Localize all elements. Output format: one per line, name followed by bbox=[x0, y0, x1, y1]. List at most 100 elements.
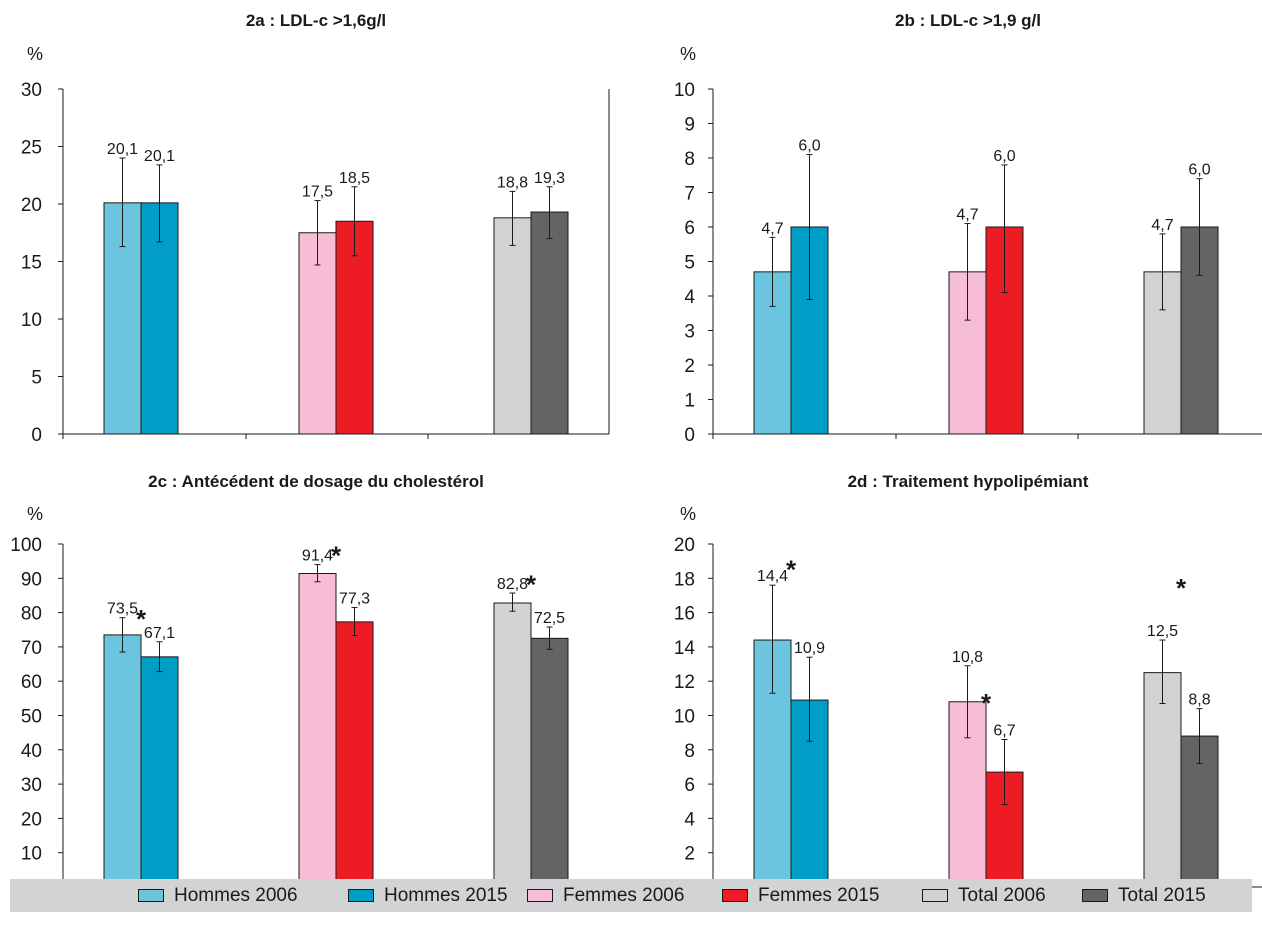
y-tick-label: 5 bbox=[684, 253, 695, 274]
bar bbox=[530, 211, 569, 435]
y-axis-label: % bbox=[680, 44, 696, 64]
y-tick-label: 10 bbox=[674, 80, 695, 101]
bar bbox=[140, 656, 179, 888]
y-tick-label: 4 bbox=[684, 809, 695, 830]
y-tick-label: 80 bbox=[21, 604, 42, 625]
chart-title: 2d : Traitement hypolipémiant bbox=[848, 472, 1089, 491]
data-label: 6,7 bbox=[993, 723, 1015, 740]
data-label: 82,8 bbox=[497, 576, 528, 593]
legend-label: Total 2015 bbox=[1118, 884, 1206, 906]
y-tick-label: 20 bbox=[21, 809, 42, 830]
chart-title: 2c : Antécédent de dosage du cholestérol bbox=[148, 472, 484, 491]
y-tick-label: 18 bbox=[674, 569, 695, 590]
y-tick-label: 7 bbox=[684, 184, 695, 205]
data-label: 4,7 bbox=[956, 207, 978, 224]
bar bbox=[335, 621, 374, 888]
data-label: 10,9 bbox=[794, 640, 825, 657]
data-label: 8,8 bbox=[1188, 692, 1210, 709]
chart-panel-2: 2b : LDL-c >1,9 g/l% 0 1 2 3 4 5 6 7 8 9 10 4,7 6,0 4,… bbox=[674, 11, 1262, 446]
y-tick-label: 3 bbox=[684, 322, 695, 343]
y-tick-label: 10 bbox=[21, 844, 42, 865]
y-axis-label: % bbox=[27, 504, 43, 524]
data-label: 10,8 bbox=[952, 649, 983, 666]
y-tick-label: 90 bbox=[21, 569, 42, 590]
y-tick-label: 30 bbox=[21, 775, 42, 796]
data-label: 4,7 bbox=[761, 220, 783, 237]
legend-swatch bbox=[138, 889, 164, 902]
y-tick-label: 14 bbox=[674, 638, 696, 659]
y-tick-label: 60 bbox=[21, 672, 42, 693]
data-label: 18,8 bbox=[497, 174, 528, 191]
legend-item-total-2006: Total 2006 bbox=[922, 885, 1046, 907]
legend-label: Femmes 2015 bbox=[758, 884, 880, 906]
data-label: 17,5 bbox=[302, 184, 333, 201]
significance-asterisk: * bbox=[786, 554, 797, 584]
y-tick-label: 0 bbox=[684, 425, 695, 446]
y-axis-label: % bbox=[680, 504, 696, 524]
data-label: 6,0 bbox=[1188, 162, 1210, 179]
data-label: 91,4 bbox=[302, 548, 333, 565]
y-tick-label: 12 bbox=[674, 672, 695, 693]
y-tick-label: 10 bbox=[674, 707, 695, 728]
legend-swatch bbox=[922, 889, 948, 902]
data-label: 18,5 bbox=[339, 170, 370, 187]
legend-item-total-2015: Total 2015 bbox=[1082, 885, 1206, 907]
legend-item-femmes-2015: Femmes 2015 bbox=[722, 885, 879, 907]
legend-item-hommes-2006: Hommes 2006 bbox=[138, 885, 298, 907]
bar bbox=[298, 572, 337, 888]
significance-asterisk: * bbox=[1176, 573, 1187, 603]
bar bbox=[530, 637, 569, 888]
significance-asterisk: * bbox=[331, 541, 342, 571]
bar bbox=[493, 602, 532, 888]
chart-title: 2a : LDL-c >1,6g/l bbox=[246, 11, 386, 30]
legend-swatch bbox=[527, 889, 553, 902]
y-tick-label: 15 bbox=[21, 253, 42, 274]
legend: Hommes 2006 Hommes 2015 Femmes 2006 Femm… bbox=[10, 879, 1252, 912]
bar bbox=[493, 217, 532, 435]
data-label: 67,1 bbox=[144, 625, 175, 642]
data-label: 4,7 bbox=[1151, 217, 1173, 234]
legend-swatch bbox=[348, 889, 374, 902]
data-label: 72,5 bbox=[534, 610, 565, 627]
legend-label: Total 2006 bbox=[958, 884, 1046, 906]
data-label: 6,0 bbox=[993, 148, 1015, 165]
legend-label: Hommes 2006 bbox=[174, 884, 298, 906]
y-tick-label: 10 bbox=[21, 310, 42, 331]
bar bbox=[298, 232, 337, 435]
data-label: 14,4 bbox=[757, 568, 788, 585]
y-tick-label: 16 bbox=[674, 604, 695, 625]
y-tick-label: 4 bbox=[684, 287, 695, 308]
y-tick-label: 5 bbox=[31, 368, 42, 389]
y-tick-label: 100 bbox=[10, 535, 42, 556]
chart-panel-3: 2c : Antécédent de dosage du cholestérol… bbox=[10, 472, 609, 890]
chart-title: 2b : LDL-c >1,9 g/l bbox=[895, 11, 1041, 30]
y-axis-label: % bbox=[27, 44, 43, 64]
y-tick-label: 6 bbox=[684, 218, 695, 239]
chart-panel-1: 2a : LDL-c >1,6g/l% 0 5 10 15 20 25 30 20,1 20,1 1… bbox=[21, 11, 610, 446]
significance-asterisk: * bbox=[136, 604, 147, 634]
data-label: 12,5 bbox=[1147, 623, 1178, 640]
legend-item-hommes-2015: Hommes 2015 bbox=[348, 885, 508, 907]
y-tick-label: 20 bbox=[674, 535, 695, 556]
chart-panel-4: 2d : Traitement hypolipémiant%0246810121… bbox=[674, 472, 1262, 890]
y-tick-label: 2 bbox=[684, 356, 695, 377]
data-label: 6,0 bbox=[798, 138, 820, 155]
y-tick-label: 2 bbox=[684, 844, 695, 865]
y-tick-label: 20 bbox=[21, 195, 42, 216]
y-tick-label: 1 bbox=[684, 391, 695, 412]
significance-asterisk: * bbox=[981, 688, 992, 718]
data-label: 77,3 bbox=[339, 590, 370, 607]
y-tick-label: 30 bbox=[21, 80, 42, 101]
legend-label: Femmes 2006 bbox=[563, 884, 685, 906]
legend-swatch bbox=[722, 889, 748, 902]
data-label: 73,5 bbox=[107, 601, 138, 618]
legend-label: Hommes 2015 bbox=[384, 884, 508, 906]
significance-asterisk: * bbox=[526, 570, 537, 600]
y-tick-label: 40 bbox=[21, 741, 42, 762]
data-label: 19,3 bbox=[534, 170, 565, 187]
bar bbox=[103, 634, 142, 888]
bar bbox=[1143, 672, 1182, 888]
y-tick-label: 6 bbox=[684, 775, 695, 796]
legend-swatch bbox=[1082, 889, 1108, 902]
